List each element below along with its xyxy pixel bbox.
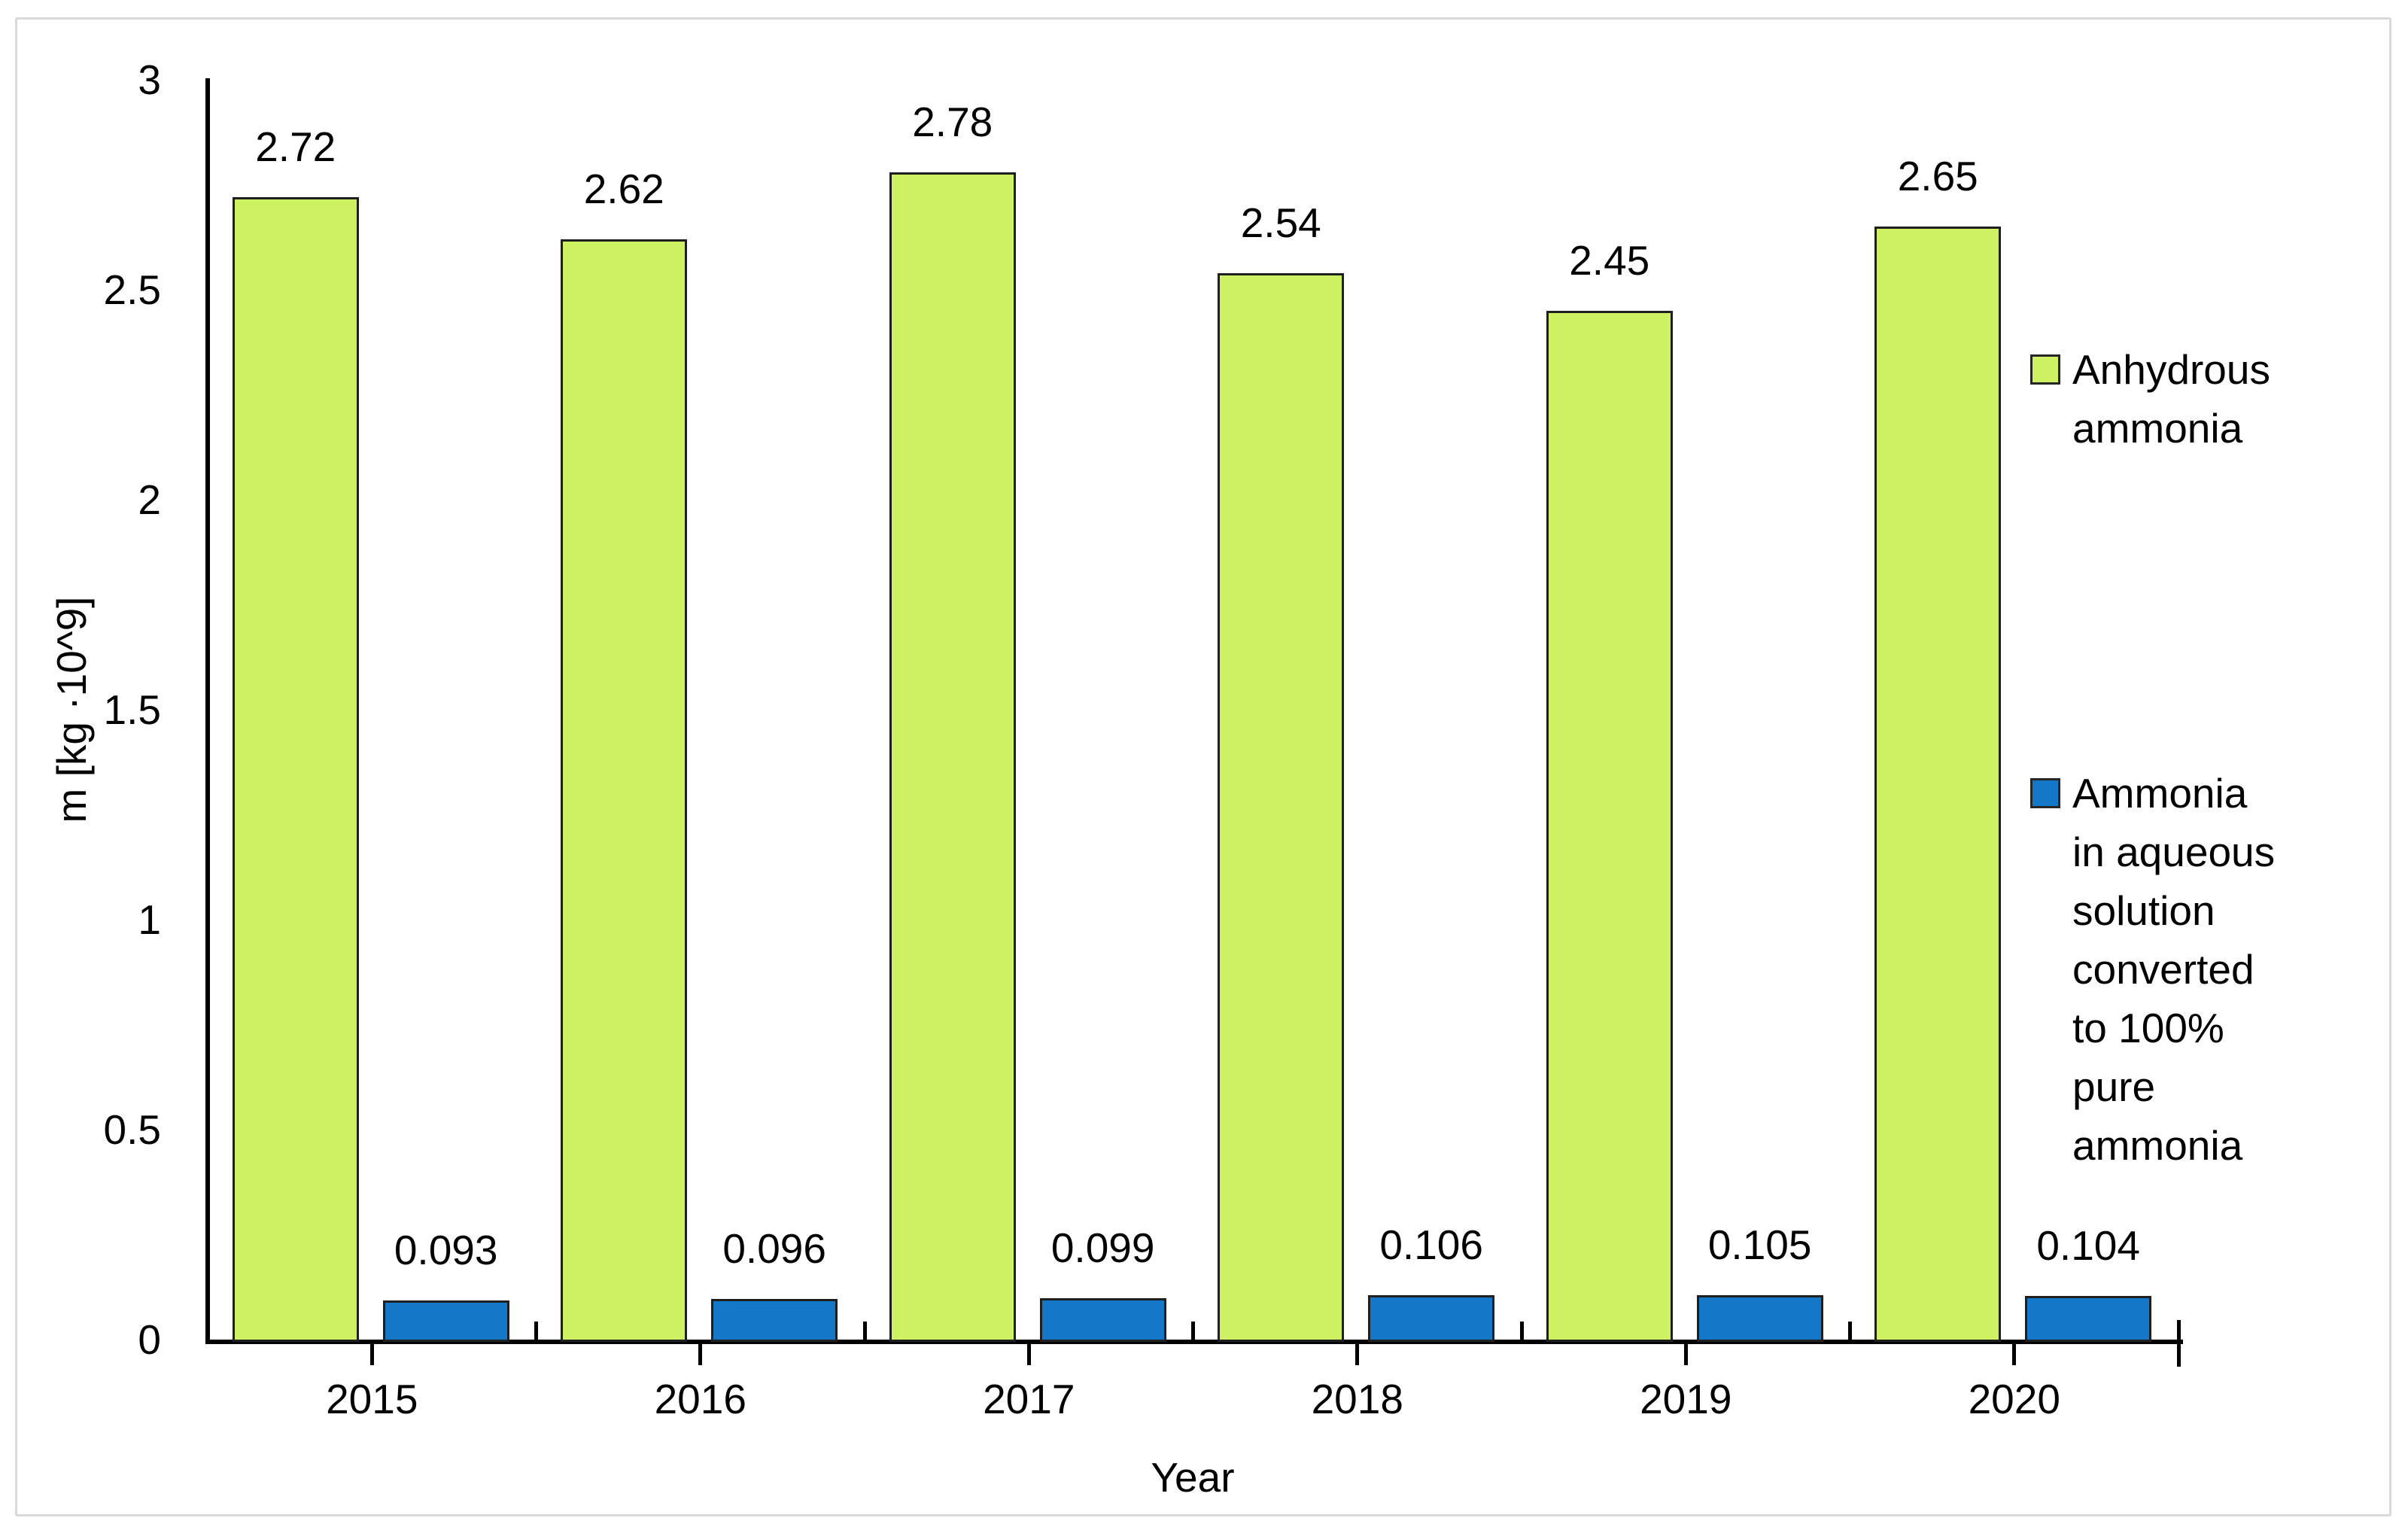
- legend-swatch-icon: [2030, 778, 2060, 808]
- y-axis-title: m [kg ·10^9]: [48, 596, 95, 823]
- y-axis-line: [205, 78, 210, 1344]
- x-category-label: 2015: [326, 1376, 418, 1422]
- bar-value-label: 0.105: [1707, 1221, 1812, 1269]
- bar-anhydrous-2015: [232, 197, 359, 1342]
- bar-aqueous-2018: [1368, 1294, 1495, 1342]
- x-axis-end-tick: [2176, 1320, 2181, 1367]
- bar-value-label: 0.093: [394, 1227, 498, 1274]
- bar-value-label: 2.54: [1240, 199, 1321, 246]
- legend-label: Ammonia in aqueous solution converted to…: [2072, 770, 2276, 1169]
- bar-value-label: 2.65: [1897, 153, 1978, 200]
- bar-anhydrous-2017: [889, 172, 1016, 1342]
- x-tick-center: [1026, 1341, 1031, 1365]
- legend-label: Anhydrous ammonia: [2072, 346, 2270, 452]
- bar-anhydrous-2020: [1874, 227, 2002, 1342]
- x-tick-boundary: [1848, 1322, 1852, 1340]
- bar-anhydrous-2016: [561, 239, 688, 1342]
- x-category-label: 2018: [1311, 1376, 1403, 1422]
- x-tick-boundary: [1191, 1322, 1195, 1340]
- x-tick-boundary: [534, 1322, 538, 1340]
- legend-swatch-icon: [2030, 354, 2060, 385]
- legend-item-aqueous: Ammonia in aqueous solution converted to…: [2030, 764, 2396, 1175]
- bar-aqueous-2020: [2025, 1295, 2152, 1342]
- bar-aqueous-2019: [1696, 1295, 1823, 1342]
- x-tick-center: [698, 1341, 703, 1365]
- bar-aqueous-2016: [711, 1299, 838, 1342]
- y-tick-label: 2.5: [103, 266, 161, 313]
- bar-value-label: 2.72: [255, 123, 336, 171]
- x-tick-center: [2012, 1341, 2017, 1365]
- bar-aqueous-2017: [1039, 1297, 1166, 1342]
- x-category-label: 2020: [1968, 1376, 2060, 1422]
- x-tick-center: [1683, 1341, 1688, 1365]
- y-tick-label: 3: [138, 56, 161, 103]
- y-tick-label: 1.5: [103, 686, 161, 733]
- legend-item-anhydrous: Anhydrous ammonia: [2030, 340, 2396, 458]
- x-category-label: 2017: [983, 1376, 1075, 1422]
- bar-anhydrous-2019: [1546, 310, 1673, 1342]
- bar-value-label: 0.104: [2036, 1221, 2140, 1269]
- bar-value-label: 2.78: [912, 98, 993, 145]
- x-tick-center: [369, 1341, 374, 1365]
- bar-value-label: 0.096: [722, 1225, 826, 1273]
- bar-value-label: 0.099: [1050, 1224, 1155, 1271]
- bar-value-label: 2.45: [1569, 236, 1650, 284]
- x-category-label: 2019: [1640, 1376, 1732, 1422]
- bar-value-label: 0.106: [1379, 1221, 1483, 1268]
- y-tick-label: 1: [138, 896, 161, 943]
- x-tick-boundary: [862, 1322, 867, 1340]
- y-tick-label: 0.5: [103, 1106, 161, 1153]
- x-axis-line: [205, 1340, 2183, 1344]
- y-tick-label: 0: [138, 1316, 161, 1363]
- bar-value-label: 2.62: [583, 166, 664, 213]
- y-tick-label: 2: [138, 476, 161, 523]
- x-tick-boundary: [1519, 1322, 1524, 1340]
- bar-anhydrous-2018: [1218, 272, 1345, 1342]
- x-tick-center: [1355, 1341, 1360, 1365]
- bar-aqueous-2015: [382, 1300, 509, 1342]
- x-axis-title: Year: [1151, 1454, 1235, 1501]
- x-category-label: 2016: [654, 1376, 746, 1422]
